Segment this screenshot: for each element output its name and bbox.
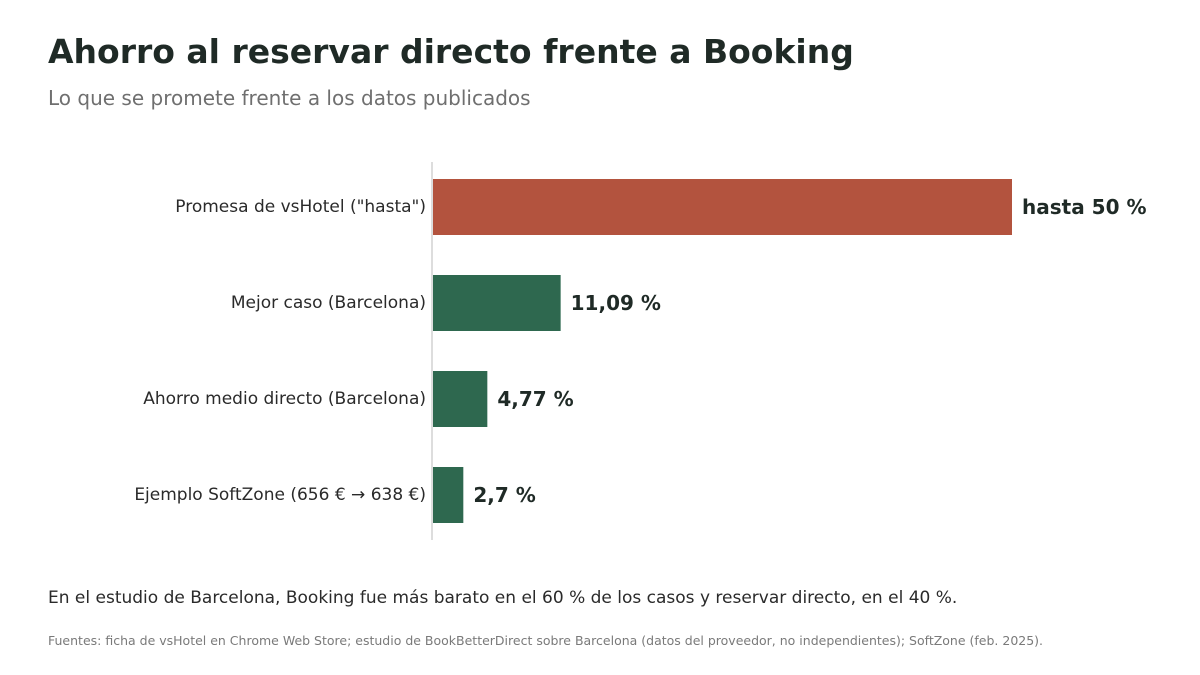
bar (433, 179, 1012, 235)
bar (433, 467, 464, 523)
category-label: Promesa de vsHotel ("hasta") (175, 197, 426, 217)
category-label: Mejor caso (Barcelona) (231, 293, 426, 313)
chart-subtitle: Lo que se promete frente a los datos pub… (48, 86, 531, 110)
bar (433, 371, 488, 427)
category-label: Ejemplo SoftZone (656 € → 638 €) (134, 485, 426, 505)
chart-note: En el estudio de Barcelona, Booking fue … (48, 588, 958, 608)
bar-chart: Promesa de vsHotel ("hasta") hasta 50 % Me… (134, 162, 1147, 540)
value-label: hasta 50 % (1022, 195, 1147, 219)
value-label: 2,7 % (473, 483, 535, 507)
chart-title: Ahorro al reservar directo frente a Book… (48, 32, 854, 71)
value-label: 4,77 % (497, 387, 573, 411)
bar (433, 275, 561, 331)
value-label: 11,09 % (571, 291, 661, 315)
category-label: Ahorro medio directo (Barcelona) (143, 389, 426, 409)
source-note: Fuentes: ficha de vsHotel en Chrome Web … (48, 633, 1044, 648)
